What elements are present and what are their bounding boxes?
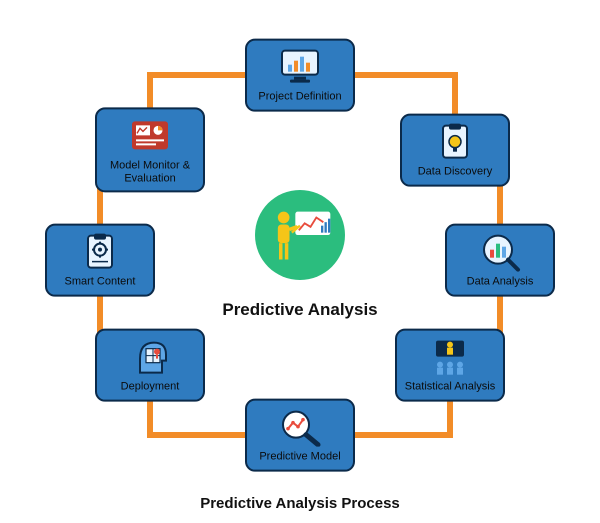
monitor-chart-icon xyxy=(276,47,324,87)
node-model-monitor: Model Monitor & Evaluation xyxy=(95,107,205,192)
dashboard-red-icon xyxy=(126,115,174,155)
node-label: Model Monitor & Evaluation xyxy=(101,159,199,184)
presentation-audience-icon xyxy=(426,337,474,377)
node-data-analysis: Data Analysis xyxy=(445,224,555,297)
magnify-chart-icon xyxy=(276,407,324,447)
node-label: Deployment xyxy=(121,381,180,394)
node-label: Smart Content xyxy=(65,276,136,289)
diagram-caption: Predictive Analysis Process xyxy=(200,495,400,512)
node-label: Data Analysis xyxy=(467,276,534,289)
node-data-discovery: Data Discovery xyxy=(400,114,510,187)
node-label: Predictive Model xyxy=(259,451,340,464)
head-map-pin-icon xyxy=(126,337,174,377)
node-project-definition: Project Definition xyxy=(245,39,355,112)
presenter-icon xyxy=(265,200,335,270)
bars-magnify-icon xyxy=(476,232,524,272)
node-label: Project Definition xyxy=(258,91,341,104)
clipboard-gear-icon xyxy=(76,232,124,272)
node-deployment: Deployment xyxy=(95,329,205,402)
node-smart-content: Smart Content xyxy=(45,224,155,297)
node-label: Statistical Analysis xyxy=(405,381,495,394)
diagram-stage: Predictive Analysis Project Definition Da… xyxy=(0,0,600,523)
clipboard-bulb-icon xyxy=(431,122,479,162)
node-predictive-model: Predictive Model xyxy=(245,399,355,472)
node-label: Data Discovery xyxy=(418,166,493,179)
center-badge xyxy=(255,190,345,280)
center-title: Predictive Analysis xyxy=(222,300,377,320)
node-statistical-analysis: Statistical Analysis xyxy=(395,329,505,402)
